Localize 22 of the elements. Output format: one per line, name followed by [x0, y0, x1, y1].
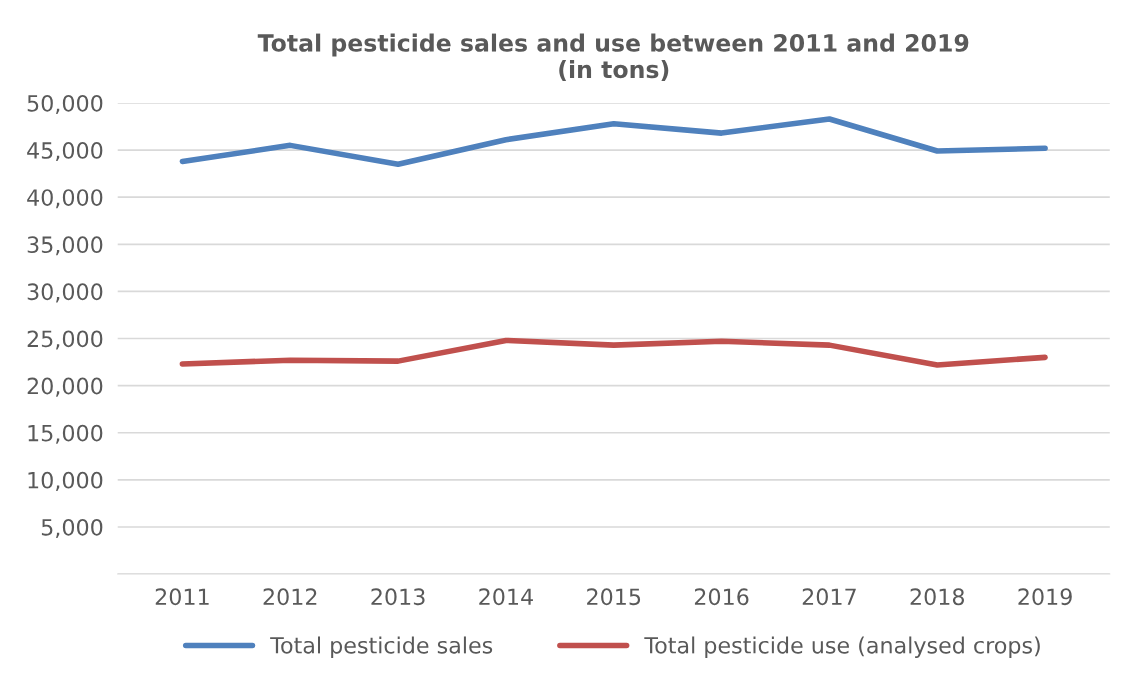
y-tick-label: 25,000 — [27, 330, 103, 350]
y-tick-label: 30,000 — [27, 283, 103, 303]
y-tick-label: 15,000 — [28, 424, 103, 444]
y-tick-label: 10,000 — [28, 471, 103, 491]
x-tick-label: 2018 — [910, 588, 965, 606]
y-tick-label: 50,000 — [27, 94, 103, 114]
x-tick-label: 2011 — [155, 588, 209, 606]
chart-title: Total pesticide sales and use between 2011 and 2019 (in tons) — [257, 33, 969, 82]
x-tick-label: 2014 — [479, 588, 533, 606]
y-tick-label: 40,000 — [27, 189, 103, 209]
x-tick-label: 2013 — [371, 588, 425, 606]
x-tick-label: 2019 — [1018, 588, 1072, 606]
legend-label: Total pesticide sales — [270, 636, 493, 658]
y-tick-label: 20,000 — [27, 377, 103, 397]
legend-label: Total pesticide use (analysed crops) — [644, 636, 1040, 658]
y-tick-label: 45,000 — [27, 142, 103, 162]
y-tick-label: 35,000 — [27, 236, 103, 256]
x-tick-label: 2012 — [263, 588, 317, 606]
x-tick-label: 2015 — [587, 588, 641, 606]
x-tick-label: 2017 — [802, 588, 856, 606]
x-tick-label: 2016 — [694, 588, 749, 606]
y-tick-label: 5,000 — [41, 518, 103, 538]
